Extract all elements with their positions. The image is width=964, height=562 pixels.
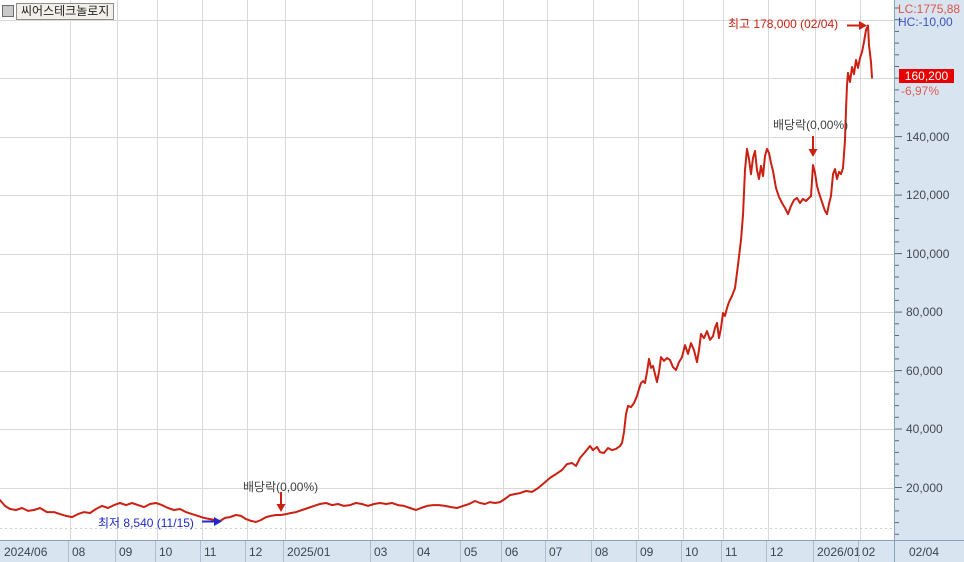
x-axis-label: 09 <box>119 545 133 559</box>
x-axis-label: 03 <box>374 545 388 559</box>
price-change-pct: -6,97% <box>901 83 940 98</box>
x-axis-tick <box>721 541 722 562</box>
x-axis-label: 2025/01 <box>287 545 331 559</box>
y-axis-label: 140,000 <box>906 129 950 144</box>
annotation-exdiv-1: 배당락(0,00%) <box>243 480 319 494</box>
corner-date-label: 02/04 <box>909 545 940 559</box>
x-axis-label: 07 <box>549 545 563 559</box>
x-axis-label: 04 <box>417 545 431 559</box>
annotation-low: 최저 8,540 (11/15) <box>98 516 194 530</box>
x-axis-label: 2026/01 <box>817 545 861 559</box>
x-axis-label: 12 <box>249 545 263 559</box>
x-axis-tick <box>413 541 414 562</box>
x-axis-label: 12 <box>770 545 784 559</box>
current-price-badge: 160,200 <box>899 68 954 83</box>
x-axis-tick <box>545 541 546 562</box>
listing-change-value: LC:1775,88 <box>898 2 961 16</box>
y-axis-label: 40,000 <box>906 422 943 437</box>
x-axis-tick <box>858 541 859 562</box>
x-axis-tick <box>155 541 156 562</box>
x-axis-tick <box>681 541 682 562</box>
arrow-right-icon <box>202 517 222 526</box>
price-axis-ticks <box>895 7 902 535</box>
x-axis-tick <box>68 541 69 562</box>
price-line <box>0 24 873 523</box>
x-axis-label: 06 <box>505 545 519 559</box>
y-axis-label: 100,000 <box>906 246 950 261</box>
window-icon <box>2 5 14 17</box>
annotation-exdiv-2: 배당락(0,00%) <box>773 118 849 132</box>
axis-corner: 02/04 <box>894 540 964 562</box>
x-axis-label: 11 <box>725 545 738 559</box>
x-axis-tick <box>370 541 371 562</box>
x-axis-tick <box>766 541 767 562</box>
x-axis-label: 08 <box>595 545 609 559</box>
x-axis-label: 02 <box>862 545 876 559</box>
arrow-down-icon <box>276 492 286 512</box>
x-axis-tick <box>115 541 116 562</box>
x-axis-tick <box>200 541 201 562</box>
high-change-value: HC:-10,00 <box>898 15 953 29</box>
y-axis-label: 20,000 <box>906 480 943 495</box>
x-axis-tick <box>283 541 284 562</box>
x-axis-label: 09 <box>640 545 654 559</box>
x-axis-label: 2024/06 <box>4 545 48 559</box>
annotation-high: 최고 178,000 (02/04) <box>728 17 839 31</box>
y-axis-label: 120,000 <box>906 188 950 203</box>
y-axis-label: 60,000 <box>906 363 943 378</box>
chart-title: 씨어스테크놀로지 <box>16 3 115 20</box>
x-axis-label: 05 <box>464 545 478 559</box>
x-axis-tick <box>591 541 592 562</box>
x-axis-label: 08 <box>72 545 86 559</box>
x-axis-label: 10 <box>685 545 699 559</box>
arrow-down-icon <box>808 136 818 157</box>
plot-area[interactable] <box>0 0 894 540</box>
price-axis-panel[interactable]: LC:1775,88 HC:-10,00 160,200 -6,97% 20,0… <box>894 0 964 562</box>
arrow-right-icon <box>847 21 867 30</box>
date-axis-band[interactable]: 2024/06 08 09 10 11 12 2025/01 03 04 05 06 07 08 09 10… <box>0 540 894 562</box>
price-line-chart <box>0 0 894 540</box>
x-axis-tick <box>813 541 814 562</box>
x-axis-tick <box>460 541 461 562</box>
x-axis-tick <box>636 541 637 562</box>
x-axis-tick <box>245 541 246 562</box>
x-axis-tick <box>501 541 502 562</box>
chart-title-box[interactable]: 씨어스테크놀로지 <box>2 3 115 20</box>
y-axis-label: 80,000 <box>906 305 943 320</box>
x-axis-label: 11 <box>204 545 217 559</box>
x-axis-label: 10 <box>159 545 173 559</box>
